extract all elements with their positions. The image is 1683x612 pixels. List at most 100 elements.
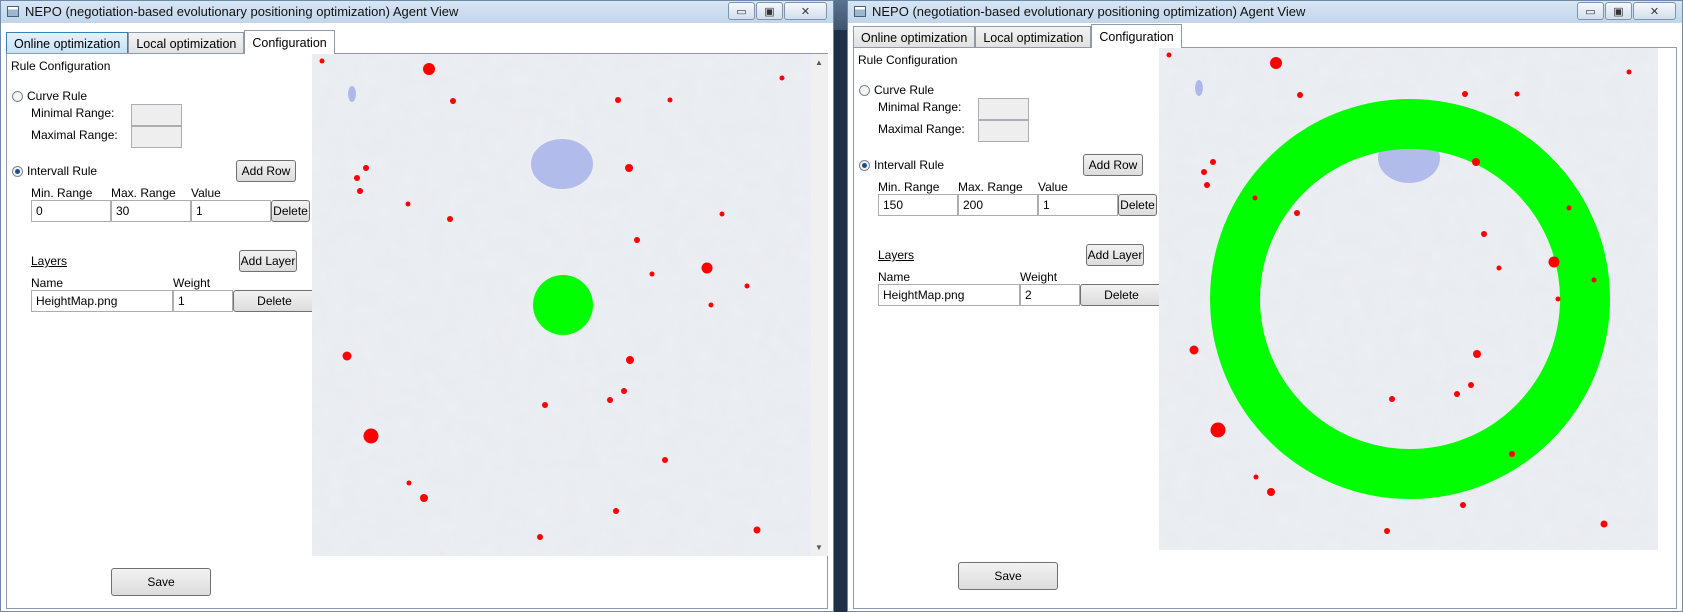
- agent-marker: [1481, 231, 1487, 237]
- agent-marker: [719, 211, 725, 217]
- title-bar[interactable]: NEPO (negotiation-based evolutionary pos…: [848, 1, 1682, 23]
- agent-marker: [1496, 265, 1502, 271]
- agent-marker: [537, 534, 543, 540]
- delete-layer-button[interactable]: Delete: [233, 290, 316, 312]
- agent-marker: [779, 75, 785, 81]
- maximal-range-label: Maximal Range:: [878, 122, 965, 136]
- agent-marker: [1473, 350, 1481, 358]
- agent-marker: [319, 58, 325, 64]
- maximize-button[interactable]: ▣: [756, 2, 783, 20]
- close-button[interactable]: ✕: [784, 2, 827, 20]
- maximal-range-input[interactable]: [978, 120, 1029, 142]
- agent-marker: [420, 494, 428, 502]
- minimal-range-label: Minimal Range:: [878, 100, 962, 114]
- max-range-cell[interactable]: 30: [111, 200, 191, 222]
- max-range-cell[interactable]: 200: [958, 194, 1038, 216]
- agent-marker: [1454, 391, 1460, 397]
- value-header: Value: [191, 186, 221, 200]
- maximize-button[interactable]: ▣: [1605, 2, 1632, 20]
- add-layer-button[interactable]: Add Layer: [1086, 244, 1144, 266]
- agent-marker: [649, 271, 655, 277]
- agent-marker: [708, 302, 714, 308]
- agent-marker: [625, 164, 633, 172]
- value-cell[interactable]: 1: [1038, 194, 1118, 216]
- minimal-range-label: Minimal Range:: [31, 106, 115, 120]
- agent-marker: [1462, 91, 1468, 97]
- agent-marker: [1566, 205, 1572, 211]
- agent-marker: [1253, 474, 1259, 480]
- height-map-view[interactable]: [1159, 48, 1658, 550]
- delete-layer-button[interactable]: Delete: [1080, 284, 1163, 306]
- minimize-button[interactable]: ▭: [728, 2, 755, 20]
- minimal-range-input[interactable]: [978, 98, 1029, 120]
- agent-marker: [1297, 92, 1303, 98]
- agent-marker: [626, 356, 634, 364]
- curve-rule-radio[interactable]: [12, 91, 23, 102]
- agent-marker: [1548, 256, 1560, 268]
- save-button[interactable]: Save: [958, 562, 1058, 590]
- layer-weight-header: Weight: [1020, 270, 1058, 284]
- agent-marker: [634, 237, 640, 243]
- agent-marker: [667, 97, 673, 103]
- rule-configuration-label: Rule Configuration: [11, 59, 111, 73]
- app-icon: [7, 6, 19, 17]
- minimize-button[interactable]: ▭: [1577, 2, 1604, 20]
- value-cell[interactable]: 1: [191, 200, 271, 222]
- map-scrollbar[interactable]: ▲ ▼: [811, 54, 828, 556]
- add-row-button[interactable]: Add Row: [1083, 154, 1143, 176]
- water-body-small: [1195, 80, 1203, 96]
- add-row-button[interactable]: Add Row: [236, 160, 296, 182]
- interval-zone-ring: [1210, 99, 1610, 499]
- save-button[interactable]: Save: [111, 568, 211, 596]
- agent-marker: [662, 457, 668, 463]
- tab-local-optimization[interactable]: Local optimization: [975, 26, 1092, 48]
- agent-marker: [1201, 169, 1207, 175]
- agent-marker: [405, 201, 411, 207]
- agent-marker: [1384, 528, 1390, 534]
- close-button[interactable]: ✕: [1633, 2, 1676, 20]
- minimal-range-input[interactable]: [131, 104, 182, 126]
- map-scrollbar[interactable]: [1658, 48, 1675, 550]
- agent-marker: [615, 97, 621, 103]
- agent-marker: [1626, 69, 1632, 75]
- tab-configuration[interactable]: Configuration: [1091, 24, 1182, 48]
- height-map-view[interactable]: [312, 54, 811, 556]
- delete-interval-button[interactable]: Delete: [1118, 194, 1157, 216]
- curve-rule-radio[interactable]: [859, 85, 870, 96]
- height-map-canvas: [312, 54, 811, 556]
- agent-marker: [1514, 91, 1520, 97]
- agent-marker: [1267, 488, 1275, 496]
- tab-local-optimization[interactable]: Local optimization: [128, 32, 245, 54]
- configuration-panel: Rule Configuration Curve Rule Minimal Ra…: [6, 53, 828, 609]
- min-range-cell[interactable]: 150: [878, 194, 958, 216]
- add-layer-button[interactable]: Add Layer: [239, 250, 297, 272]
- agent-marker: [1591, 277, 1597, 283]
- agent-marker: [1252, 195, 1258, 201]
- tab-configuration[interactable]: Configuration: [244, 30, 335, 54]
- agent-marker: [423, 63, 435, 75]
- layers-title: Layers: [31, 254, 68, 268]
- min-range-cell[interactable]: 0: [31, 200, 111, 222]
- intervall-rule-radio[interactable]: [859, 160, 870, 171]
- layer-weight-cell[interactable]: 2: [1020, 284, 1080, 306]
- interval-zone-circle: [533, 275, 593, 335]
- intervall-rule-label: Intervall Rule: [27, 164, 98, 178]
- agent-marker: [447, 216, 453, 222]
- tab-online-optimization[interactable]: Online optimization: [6, 32, 129, 54]
- title-bar[interactable]: NEPO (negotiation-based evolutionary pos…: [1, 1, 833, 23]
- layer-name-cell[interactable]: HeightMap.png: [31, 290, 173, 312]
- layer-name-cell[interactable]: HeightMap.png: [878, 284, 1020, 306]
- maximal-range-input[interactable]: [131, 126, 182, 148]
- agent-marker: [621, 388, 627, 394]
- curve-rule-label: Curve Rule: [27, 89, 88, 103]
- intervall-rule-radio[interactable]: [12, 166, 23, 177]
- height-map-canvas: [1159, 48, 1658, 550]
- rule-configuration-label: Rule Configuration: [858, 53, 958, 67]
- tab-online-optimization[interactable]: Online optimization: [853, 26, 976, 48]
- delete-interval-button[interactable]: Delete: [271, 200, 310, 222]
- layer-weight-header: Weight: [173, 276, 211, 290]
- app-icon: [854, 6, 866, 17]
- layer-weight-cell[interactable]: 1: [173, 290, 233, 312]
- agent-marker: [613, 508, 619, 514]
- agent-marker: [1210, 159, 1216, 165]
